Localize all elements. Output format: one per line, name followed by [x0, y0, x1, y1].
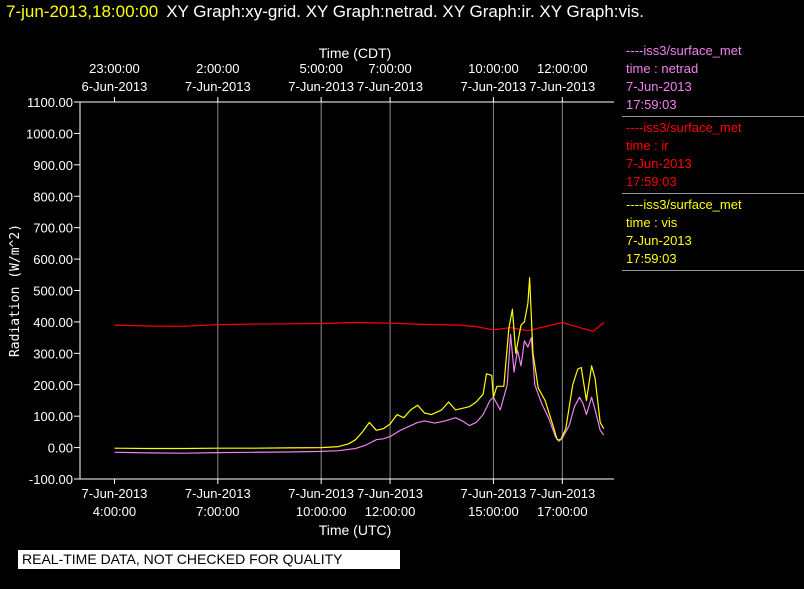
y-tick-label: 700.00	[33, 221, 73, 236]
x-tick-label-date: 7-Jun-2013	[357, 486, 423, 501]
legend-variable: time : netrad	[626, 61, 699, 76]
qc-warning-banner: REAL-TIME DATA, NOT CHECKED FOR QUALITY	[18, 550, 400, 569]
y-tick-label: 900.00	[33, 158, 73, 173]
y-tick-label: -100.00	[29, 472, 73, 487]
y-tick-label: 100.00	[33, 409, 73, 424]
legend-time: 17:59:03	[626, 251, 677, 266]
legend-time: 17:59:03	[626, 97, 677, 112]
x2-tick-label-date: 7-Jun-2013	[461, 79, 527, 94]
y-tick-label: 200.00	[33, 378, 73, 393]
legend-entry-ir: ----iss3/surface_met time : ir 7-Jun-201…	[622, 117, 804, 194]
x-tick-label-time: 4:00:00	[93, 504, 136, 519]
legend-source: ----iss3/surface_met	[626, 197, 742, 212]
header-timestamp: 7-jun-2013,18:00:00	[6, 2, 159, 21]
legend-date: 7-Jun-2013	[626, 233, 692, 248]
x2-tick-label-date: 7-Jun-2013	[288, 79, 354, 94]
x-tick-label-time: 10:00:00	[296, 504, 347, 519]
legend-time: 17:59:03	[626, 174, 677, 189]
legend-date: 7-Jun-2013	[626, 156, 692, 171]
y-tick-label: 1000.00	[26, 126, 73, 141]
legend-date: 7-Jun-2013	[626, 79, 692, 94]
x-tick-label-date: 7-Jun-2013	[82, 486, 148, 501]
x2-tick-label-date: 7-Jun-2013	[357, 79, 423, 94]
x2-tick-label-time: 12:00:00	[537, 61, 588, 76]
y-tick-label: 400.00	[33, 315, 73, 330]
y-axis-label: Radiation (W/m^2)	[8, 224, 23, 357]
x2-tick-label-time: 2:00:00	[196, 61, 239, 76]
legend-source: ----iss3/surface_met	[626, 120, 742, 135]
x2-tick-label-time: 10:00:00	[468, 61, 519, 76]
y-tick-label: 500.00	[33, 284, 73, 299]
y-tick-label: 800.00	[33, 189, 73, 204]
x2-tick-label-time: 5:00:00	[299, 61, 342, 76]
series-line-ir	[114, 321, 605, 332]
y-tick-label: 600.00	[33, 252, 73, 267]
y-tick-label: 0.00	[48, 441, 73, 456]
x2-tick-label-time: 7:00:00	[368, 61, 411, 76]
y-tick-label: 1100.00	[27, 95, 73, 110]
x2-tick-label-date: 6-Jun-2013	[82, 79, 148, 94]
legend-variable: time : vis	[626, 215, 678, 230]
y-tick-label: 300.00	[33, 346, 73, 361]
x-tick-label-date: 7-Jun-2013	[461, 486, 527, 501]
legend-entry-vis: ----iss3/surface_met time : vis 7-Jun-20…	[622, 194, 804, 271]
x2-axis-label: Time (CDT)	[319, 45, 392, 61]
x-tick-label-date: 7-Jun-2013	[288, 486, 354, 501]
x2-tick-label-date: 7-Jun-2013	[529, 79, 595, 94]
legend: ----iss3/surface_met time : netrad 7-Jun…	[622, 40, 804, 271]
x-tick-label-date: 7-Jun-2013	[529, 486, 595, 501]
x-axis-label: Time (UTC)	[319, 522, 392, 538]
legend-variable: time : ir	[626, 138, 669, 153]
header-graph-titles: XY Graph:xy-grid. XY Graph:netrad. XY Gr…	[166, 2, 644, 21]
x-tick-label-time: 15:00:00	[468, 504, 519, 519]
x-tick-label-time: 17:00:00	[537, 504, 588, 519]
legend-source: ----iss3/surface_met	[626, 43, 742, 58]
legend-entry-netrad: ----iss3/surface_met time : netrad 7-Jun…	[622, 40, 804, 117]
series-line-netrad	[114, 333, 605, 454]
x-tick-label-time: 12:00:00	[365, 504, 416, 519]
x2-tick-label-time: 23:00:00	[89, 61, 140, 76]
x-tick-label-date: 7-Jun-2013	[185, 486, 251, 501]
x2-tick-label-date: 7-Jun-2013	[185, 79, 251, 94]
series-line-vis	[114, 277, 605, 450]
x-tick-label-time: 7:00:00	[196, 504, 239, 519]
header-title-bar: 7-jun-2013,18:00:00 XY Graph:xy-grid. XY …	[6, 2, 644, 22]
